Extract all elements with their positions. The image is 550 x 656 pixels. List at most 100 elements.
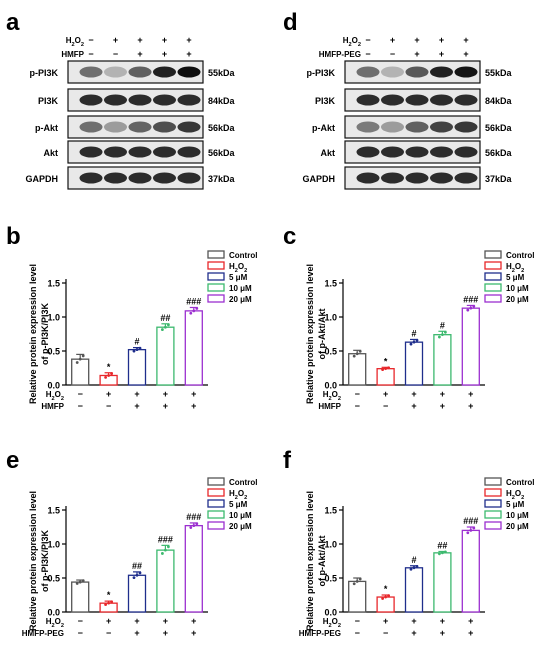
kda-label: 84kDa <box>208 96 236 106</box>
panel-letter-b: b <box>6 223 21 250</box>
sample-dot <box>161 328 164 331</box>
treatment-label: H2O2 <box>323 390 341 402</box>
legend-swatch <box>207 521 225 530</box>
blot-band <box>454 146 478 158</box>
y-tick-label: 1.5 <box>47 279 60 289</box>
treatment-sign: + <box>163 628 168 638</box>
blot-band <box>79 66 103 78</box>
blot-band <box>128 94 152 106</box>
sample-dot <box>132 576 136 580</box>
blot-band <box>153 94 176 106</box>
sample-dot <box>161 552 164 555</box>
sample-dot <box>469 529 473 532</box>
treatment-sign: + <box>411 628 416 638</box>
y-axis-label: of p-PI3K/PI3K <box>40 303 50 366</box>
bar <box>348 580 367 613</box>
kda-label: 55kDa <box>485 68 513 78</box>
sample-dot <box>466 531 470 535</box>
blot-band <box>430 94 453 106</box>
sample-dot <box>441 333 444 337</box>
treatment-sign: − <box>355 389 360 399</box>
treatment-label: HMFP-PEG <box>299 629 341 638</box>
legend-label: 20 μM <box>506 295 529 304</box>
treatment-sign: + <box>411 616 416 626</box>
bar <box>376 368 395 386</box>
legend-label: Control <box>506 478 534 487</box>
blot-band <box>454 121 478 133</box>
legend-swatch <box>484 477 502 486</box>
treatment-sign: + <box>191 389 196 399</box>
sample-dot <box>412 566 416 570</box>
legend-label: H2O2 <box>506 262 524 274</box>
bar <box>99 374 118 386</box>
sample-dot <box>444 330 447 334</box>
bar <box>156 326 175 386</box>
legend-swatch <box>207 250 225 259</box>
legend-label: H2O2 <box>506 489 524 501</box>
treatment-sign: + <box>186 35 191 45</box>
sample-dot <box>75 361 79 364</box>
treatment-sign: − <box>78 389 83 399</box>
sample-dot <box>387 366 390 370</box>
sample-dot <box>387 594 390 598</box>
treatment-label: H2O2 <box>46 390 64 402</box>
blot-band <box>128 66 152 78</box>
treatment-sign: − <box>365 35 370 45</box>
significance-label: ## <box>132 561 142 571</box>
sample-dot <box>107 601 110 605</box>
significance-label: ### <box>158 534 173 544</box>
legend-swatch <box>207 499 225 508</box>
y-tick-label: 0.5 <box>47 574 60 584</box>
treatment-sign: + <box>137 49 142 59</box>
sample-dot <box>195 307 199 310</box>
treatment-sign: − <box>383 401 388 411</box>
treatment-sign: − <box>355 628 360 638</box>
blot-band <box>79 172 103 184</box>
treatment-sign: + <box>162 49 167 59</box>
blot-band <box>128 146 152 158</box>
treatment-sign: + <box>191 628 196 638</box>
treatment-sign: + <box>440 616 445 626</box>
blot-band <box>104 172 127 184</box>
panel-letter-d: d <box>283 9 298 36</box>
treatment-sign: + <box>106 389 111 399</box>
y-axis-label: Relative protein expression level <box>305 264 315 404</box>
sample-dot <box>412 340 416 344</box>
treatment-sign: + <box>463 49 468 59</box>
legend-swatch <box>484 250 502 259</box>
sample-dot <box>409 342 413 346</box>
treatment-sign: − <box>113 49 118 59</box>
legend-label: 10 μM <box>506 511 529 520</box>
sample-dot <box>164 548 167 552</box>
treatment-sign: + <box>439 49 444 59</box>
y-tick-label: 1.5 <box>47 506 60 516</box>
bar <box>348 353 367 386</box>
blot-band <box>79 94 103 106</box>
treatment-label: HMFP <box>318 402 341 411</box>
significance-label: # <box>440 320 445 330</box>
sample-dot <box>138 571 142 575</box>
kda-label: 56kDa <box>485 148 513 158</box>
bar <box>127 348 147 386</box>
treatment-sign: + <box>191 616 196 626</box>
treatment-sign: + <box>134 401 139 411</box>
treatment-sign: − <box>383 628 388 638</box>
sample-dot <box>352 582 356 586</box>
sample-dot <box>381 597 384 600</box>
legend-swatch <box>207 510 225 519</box>
significance-label: ### <box>463 516 478 526</box>
treatment-sign: + <box>163 616 168 626</box>
kda-label: 55kDa <box>208 68 236 78</box>
treatment-sign: + <box>134 628 139 638</box>
bar <box>376 596 395 613</box>
legend-label: H2O2 <box>229 262 247 274</box>
legend-swatch <box>484 283 502 292</box>
significance-label: * <box>107 362 111 372</box>
significance-label: ### <box>186 296 201 306</box>
y-axis-label: of p-Akt/Akt <box>317 309 327 360</box>
chart-panel-b: Relative protein expression level of p-PI… <box>28 250 257 411</box>
sample-dot <box>81 354 85 358</box>
legend-label: 5 μM <box>506 500 525 509</box>
